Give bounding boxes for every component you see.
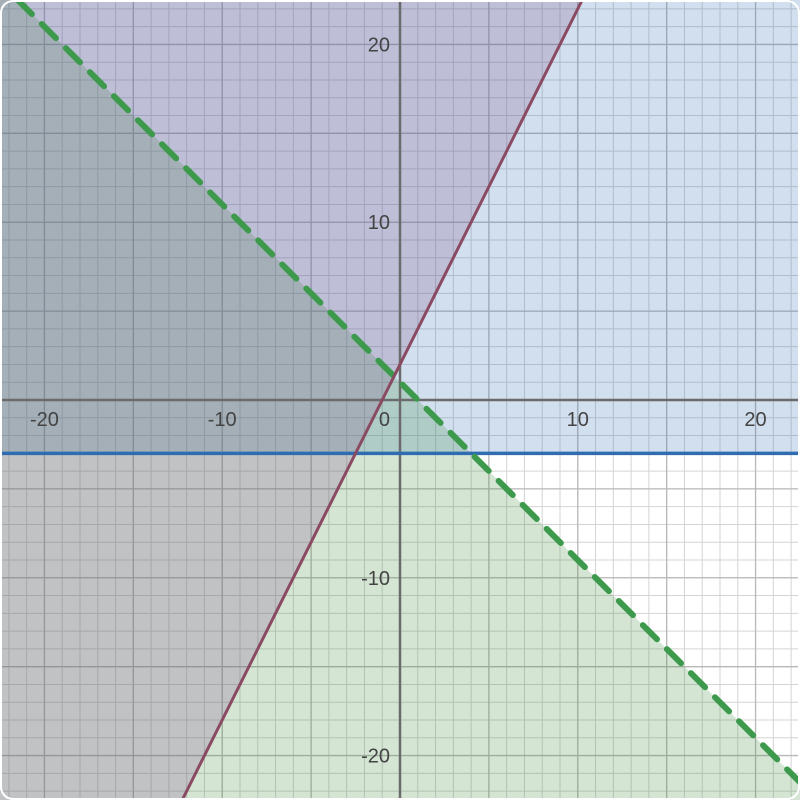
inequality-chart: -20 -10 10 20 -20 -10 10 20 0 (0, 0, 800, 800)
chart-svg: -20 -10 10 20 -20 -10 10 20 0 (0, 0, 800, 800)
x-tick-label: -10 (208, 409, 237, 431)
y-tick-label: 20 (368, 34, 390, 56)
y-tick-label: -20 (361, 746, 390, 768)
origin-label: 0 (379, 409, 390, 431)
y-tick-label: -10 (361, 568, 390, 590)
x-tick-label: -20 (30, 409, 59, 431)
x-tick-label: 10 (567, 409, 589, 431)
y-tick-label: 10 (368, 212, 390, 234)
x-tick-label: 20 (744, 409, 766, 431)
